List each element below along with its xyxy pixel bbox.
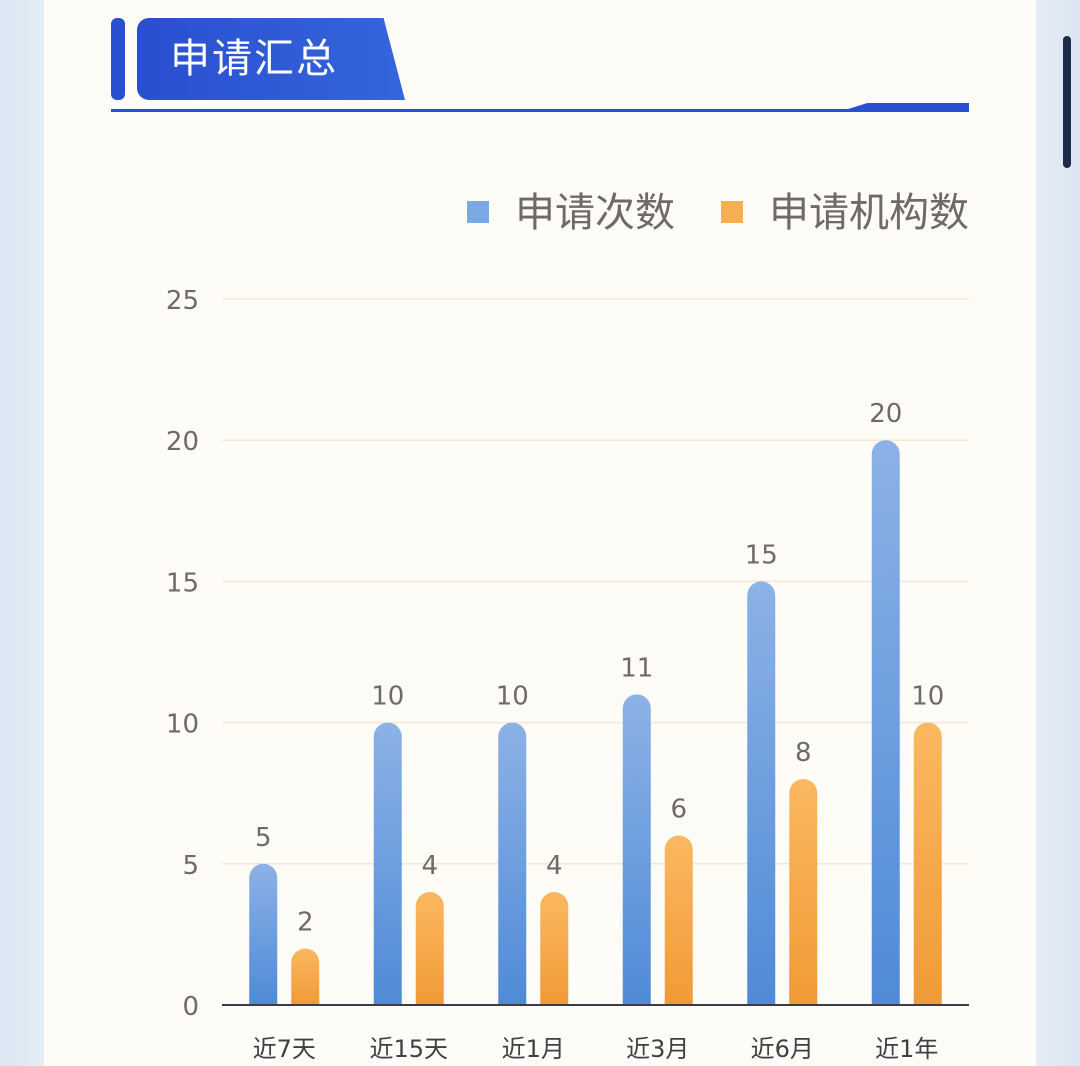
- y-axis: 0 5 10 15 20 25: [166, 286, 199, 1022]
- bar-application-count: [249, 863, 278, 1005]
- content-card: [44, 0, 1036, 1066]
- x-tick-label: 近15天: [369, 1035, 448, 1063]
- legend-swatch-application-count: [467, 201, 489, 223]
- title-underline: [111, 109, 969, 112]
- x-tick-label: 近1年: [875, 1035, 938, 1063]
- data-label: 6: [670, 795, 687, 825]
- legend-label: 申请机构数: [769, 190, 969, 236]
- chart-legend: 申请次数 申请机构数: [467, 190, 969, 236]
- data-label: 4: [421, 851, 438, 881]
- bar-institution-count: [664, 835, 693, 1005]
- data-label: 5: [255, 823, 272, 853]
- data-label: 10: [911, 682, 944, 712]
- x-tick-label: 近6月: [751, 1035, 814, 1063]
- bar-application-count: [498, 722, 527, 1005]
- bar-application-count: [747, 581, 776, 1005]
- section-title: 申请汇总: [170, 36, 338, 82]
- data-label: 15: [745, 540, 778, 570]
- x-tick-label: 近3月: [626, 1035, 689, 1063]
- bar-application-count: [871, 440, 900, 1005]
- y-tick-label: 10: [166, 710, 199, 740]
- x-axis: 近7天 近15天 近1月 近3月 近6月 近1年: [222, 1004, 969, 1063]
- data-label: 10: [371, 682, 404, 712]
- y-tick-label: 0: [182, 992, 199, 1022]
- data-label: 20: [869, 399, 902, 429]
- data-label: 2: [297, 908, 314, 938]
- scrollbar[interactable]: [1063, 36, 1071, 168]
- bar-institution-count: [789, 779, 818, 1005]
- chart-grid: [222, 298, 969, 865]
- value-labels: 5 2 10 4 10 4 11 6 15 8 20 10: [255, 399, 944, 937]
- bar-application-count: [622, 694, 651, 1005]
- y-tick-label: 5: [182, 851, 199, 881]
- y-tick-label: 20: [166, 427, 199, 457]
- bar-institution-count: [540, 892, 569, 1005]
- data-label: 10: [496, 682, 529, 712]
- x-tick-label: 近1月: [502, 1035, 565, 1063]
- chart-bars: [249, 440, 942, 1005]
- legend-label: 申请次数: [515, 190, 675, 236]
- x-tick-label: 近7天: [253, 1035, 316, 1063]
- data-label: 8: [795, 738, 812, 768]
- bar-institution-count: [913, 722, 942, 1005]
- data-label: 4: [546, 851, 563, 881]
- bar-institution-count: [415, 892, 444, 1005]
- data-label: 11: [620, 653, 653, 683]
- title-underline-tab: [845, 103, 969, 110]
- legend-swatch-institution-count: [721, 201, 743, 223]
- bar-application-count: [373, 722, 402, 1005]
- bar-institution-count: [291, 948, 320, 1005]
- y-tick-label: 25: [166, 286, 199, 316]
- section-title-tab: [137, 18, 405, 100]
- title-accent-bar: [111, 18, 125, 100]
- y-tick-label: 15: [166, 568, 199, 598]
